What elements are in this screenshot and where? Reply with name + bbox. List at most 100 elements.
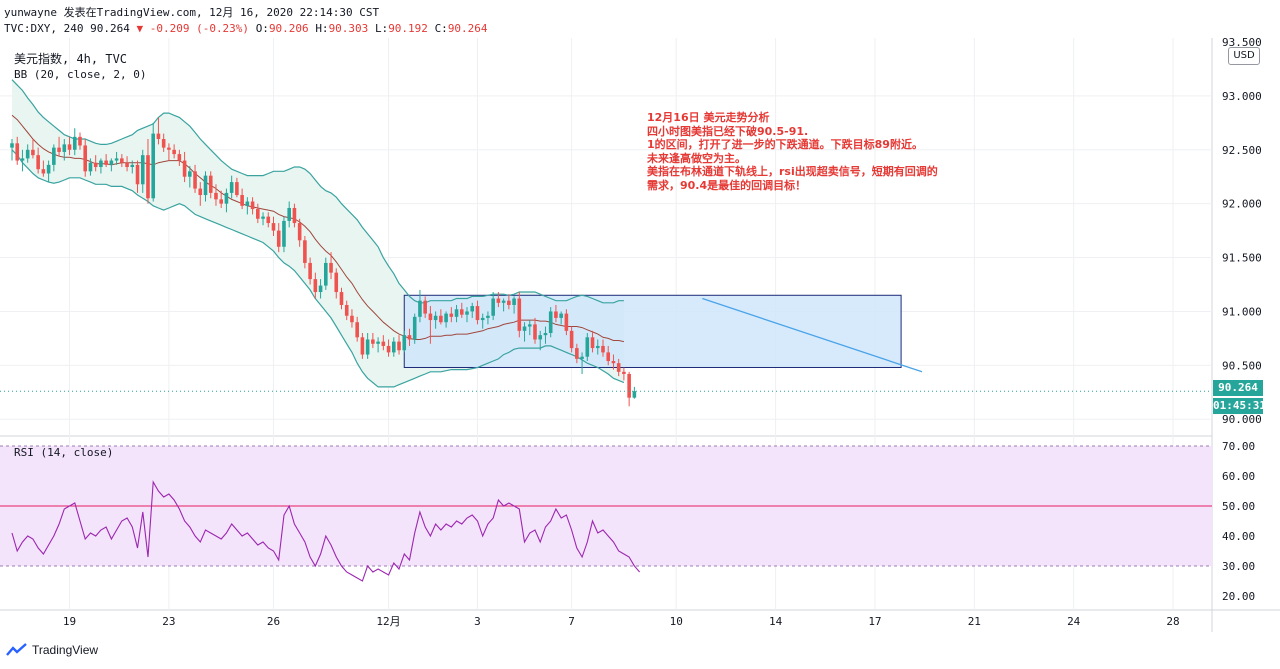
- high-value: 90.303: [328, 22, 369, 35]
- candle-body: [99, 160, 103, 168]
- price-tick-label: 90.000: [1222, 413, 1262, 426]
- candle-body: [501, 300, 506, 303]
- annotation-line: 四小时图美指已经下破90.5-91.: [647, 124, 809, 138]
- candle-body: [391, 341, 396, 353]
- candle-body: [109, 160, 114, 165]
- candle-body: [590, 337, 595, 349]
- candle-body: [376, 341, 380, 344]
- analysis-annotation[interactable]: 12月16日 美元走势分析 四小时图美指已经下破90.5-91. 1的区间，打开…: [647, 111, 1017, 192]
- candle-body: [585, 337, 590, 357]
- price-pane: [0, 79, 1212, 407]
- time-tick-label: 17: [868, 615, 881, 628]
- price-tick-label: 91.000: [1222, 305, 1262, 318]
- candle-body: [433, 315, 438, 321]
- candle-body: [41, 169, 46, 174]
- ohlc-bar: TVC:DXY, 240 90.264 ▼ -0.209 (-0.23%) O:…: [4, 22, 488, 35]
- brand-name: TradingView: [32, 643, 99, 657]
- candle-body: [402, 335, 407, 351]
- candle-body: [580, 356, 584, 359]
- candle-body: [256, 209, 260, 219]
- price-tick-label: 91.500: [1222, 252, 1262, 265]
- candle-body: [156, 133, 161, 139]
- time-tick-label: 26: [267, 615, 280, 628]
- annotation-line: 12月16日 美元走势分析: [647, 111, 770, 124]
- candle-body: [292, 207, 297, 224]
- candle-body: [324, 262, 328, 286]
- candle-body: [104, 160, 108, 165]
- candle-body: [538, 335, 543, 340]
- candle-body: [31, 149, 35, 156]
- trendline: [702, 297, 923, 373]
- candle-body: [177, 154, 182, 161]
- candle-body: [167, 147, 171, 150]
- candle-body: [365, 339, 370, 355]
- candle-body: [72, 136, 77, 150]
- candle-body: [507, 300, 511, 305]
- candle-body: [83, 145, 88, 172]
- candle-body: [266, 216, 271, 224]
- candle-body: [245, 201, 250, 206]
- candle-body: [444, 313, 448, 323]
- candle-body: [517, 298, 522, 331]
- candle-body: [140, 155, 145, 185]
- candle-body: [93, 162, 98, 168]
- candle-body: [67, 144, 72, 150]
- candle-body: [459, 309, 464, 315]
- candle-body: [554, 311, 558, 318]
- candle-body: [564, 313, 569, 331]
- candle-body: [182, 160, 187, 177]
- rsi-indicator-legend[interactable]: RSI (14, close): [14, 446, 114, 459]
- candle-body: [52, 147, 56, 165]
- candle-body: [20, 158, 25, 161]
- tradingview-logo[interactable]: TradingView: [6, 643, 98, 657]
- time-tick-label: 12月: [376, 615, 400, 628]
- rsi-tick-label: 40.00: [1222, 530, 1255, 543]
- bb-indicator-legend[interactable]: BB (20, close, 2, 0): [14, 68, 147, 81]
- rsi-tick-label: 20.00: [1222, 590, 1255, 603]
- currency-label[interactable]: USD: [1228, 47, 1260, 65]
- last-price-tag: 90.264: [1213, 380, 1263, 396]
- candle-body: [25, 149, 30, 159]
- candle-body: [548, 311, 553, 333]
- time-tick-label: 10: [670, 615, 683, 628]
- candle-body: [313, 279, 318, 293]
- bb-basis-line: [11, 114, 625, 343]
- time-tick-label: 3: [474, 615, 481, 628]
- symbol-label: TVC:DXY, 240 90.264: [4, 22, 130, 35]
- time-tick-label: 14: [769, 615, 783, 628]
- candle-body: [334, 272, 339, 293]
- candle-body: [575, 348, 579, 359]
- candle-body: [627, 373, 631, 398]
- candle-body: [240, 195, 244, 206]
- candle-body: [407, 335, 412, 340]
- open-label: O:: [255, 22, 269, 35]
- candle-body: [282, 220, 286, 247]
- candle-body: [297, 223, 302, 241]
- candle-body: [371, 339, 375, 344]
- candle-body: [15, 143, 20, 161]
- price-axis: 93.500 93.000 92.500 92.000 91.500 91.000 90.5…: [1222, 36, 1262, 426]
- candle-body: [360, 337, 365, 355]
- annotation-line: 需求，90.4是最佳的回调目标！: [647, 178, 807, 192]
- candle-body: [214, 192, 218, 200]
- close-value: 90.264: [447, 22, 488, 35]
- candle-body: [491, 298, 495, 316]
- close-label: C:: [434, 22, 448, 35]
- candle-body: [271, 223, 276, 231]
- candle-body: [151, 133, 156, 199]
- candle-body: [208, 175, 213, 193]
- candle-body: [350, 315, 354, 323]
- candle-body: [344, 304, 349, 316]
- candle-body: [172, 149, 176, 155]
- candle-body: [78, 136, 82, 146]
- candle-body: [533, 324, 537, 340]
- candle-body: [428, 313, 433, 321]
- price-tick-label: 90.500: [1222, 359, 1262, 372]
- candle-body: [397, 341, 401, 351]
- candle-body: [486, 315, 490, 318]
- time-tick-label: 24: [1067, 615, 1081, 628]
- bar-countdown-tag: 01:45:31: [1213, 398, 1266, 414]
- series-legend[interactable]: 美元指数, 4h, TVC: [14, 52, 128, 66]
- candle-body: [480, 317, 485, 321]
